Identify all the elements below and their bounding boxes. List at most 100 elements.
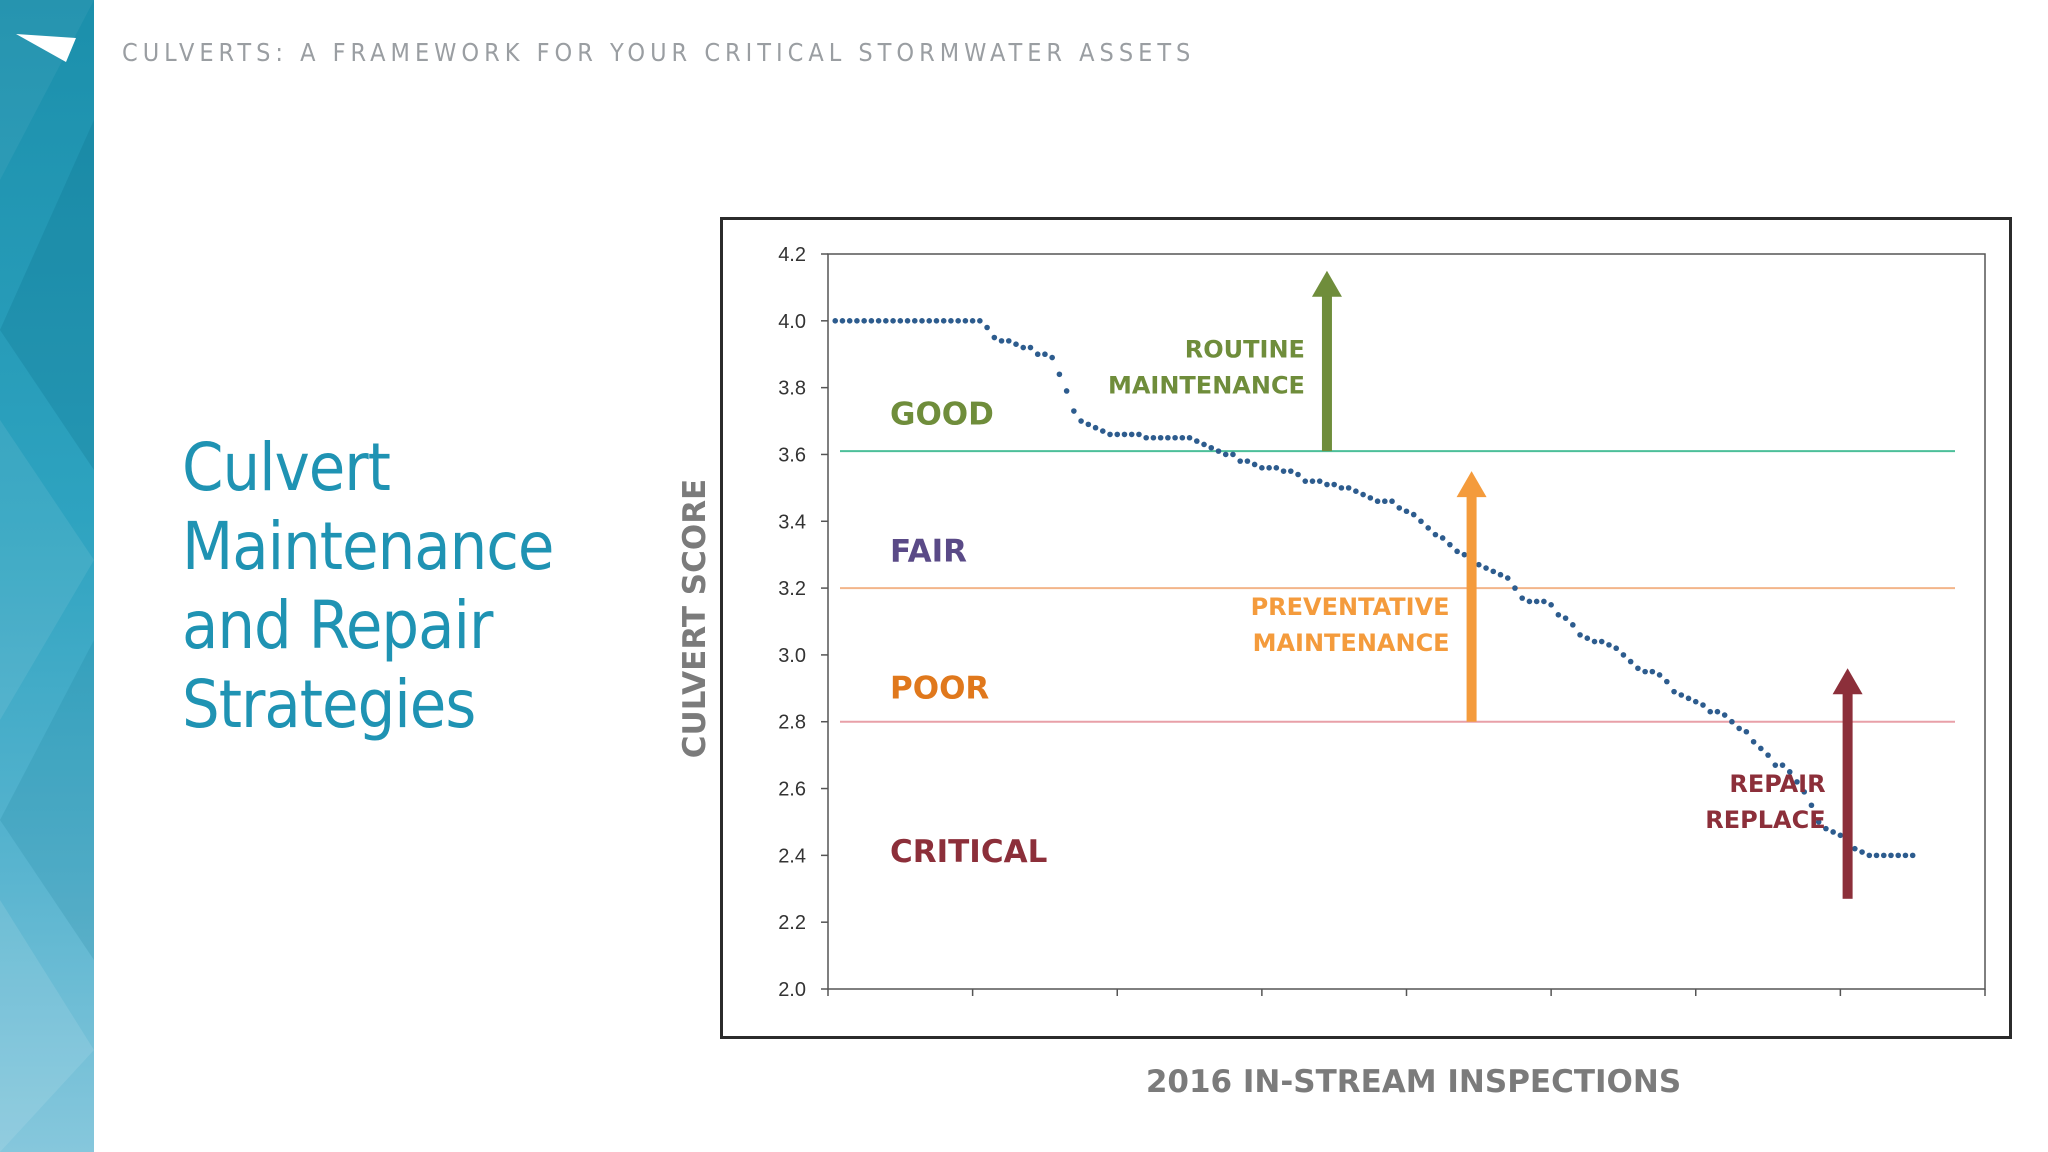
data-point [1519, 595, 1525, 601]
data-point [1620, 652, 1627, 658]
zone-label-fair: FAIR [890, 533, 967, 569]
data-point [1230, 451, 1236, 458]
data-point [1172, 434, 1178, 441]
data-point [1541, 598, 1547, 605]
data-point [1237, 458, 1243, 464]
data-point [1606, 642, 1612, 648]
data-point [1649, 668, 1656, 675]
data-point [1562, 615, 1569, 621]
data-point [977, 318, 983, 324]
data-point [1497, 571, 1504, 578]
data-point [1396, 505, 1403, 511]
data-point [1280, 468, 1287, 474]
data-point [919, 318, 925, 324]
data-point [1410, 511, 1417, 518]
data-point [962, 318, 969, 324]
data-point [1880, 852, 1887, 859]
data-point [1888, 852, 1894, 859]
data-point [1208, 444, 1215, 451]
plot-area [827, 253, 1986, 990]
data-point [1114, 431, 1121, 438]
data-point [1165, 434, 1171, 441]
data-point [1143, 434, 1149, 441]
data-point [1215, 448, 1222, 454]
annotation-label: PREVENTATIVE [1251, 593, 1450, 621]
data-point [933, 318, 940, 324]
data-point [1758, 745, 1764, 752]
data-point [991, 334, 998, 341]
data-point [846, 318, 853, 324]
data-point [1288, 468, 1294, 474]
data-point [1476, 561, 1482, 568]
data-point [1866, 852, 1873, 859]
slide-title-line: Strategies [182, 666, 476, 743]
data-point [1034, 351, 1041, 358]
annotation-label: REPLACE [1705, 806, 1825, 834]
data-point [926, 318, 933, 324]
data-point [890, 318, 896, 324]
data-point [1345, 485, 1352, 491]
annotation-label: MAINTENANCE [1253, 629, 1450, 657]
data-point [1078, 418, 1084, 424]
data-point [1244, 458, 1251, 464]
data-point [1027, 344, 1034, 351]
slide-title-line: and Repair [182, 587, 493, 664]
data-point [1251, 461, 1258, 468]
data-point [1374, 498, 1381, 505]
data-point [1533, 598, 1540, 605]
y-tick-label: 3.6 [778, 444, 806, 466]
data-point [1736, 725, 1742, 732]
data-point [1454, 548, 1460, 555]
data-point [1873, 852, 1880, 859]
data-point [1107, 431, 1113, 438]
data-point [1786, 769, 1793, 775]
data-point [1092, 424, 1099, 431]
annotation-arrow-shaft [1842, 692, 1853, 899]
data-point [1331, 481, 1337, 488]
data-point [1750, 738, 1757, 745]
data-point [1042, 351, 1048, 358]
annotation-arrow-shaft [1321, 294, 1332, 452]
data-point [1273, 465, 1280, 471]
data-point [1259, 465, 1265, 471]
data-point [955, 318, 961, 324]
data-point [1772, 762, 1779, 768]
data-point [1360, 491, 1366, 498]
data-point [1613, 645, 1620, 652]
y-tick-label: 3.2 [778, 578, 806, 600]
data-point [1584, 635, 1591, 642]
data-point [1852, 845, 1858, 852]
data-point [940, 318, 947, 324]
data-point [1490, 568, 1497, 575]
sidebar-decoration [0, 0, 94, 1152]
data-point [1656, 672, 1663, 678]
data-point [1295, 471, 1301, 478]
data-point [1823, 825, 1829, 832]
data-point [1150, 434, 1157, 441]
y-tick-label: 3.0 [778, 645, 806, 667]
data-point [1685, 695, 1692, 702]
annotation-arrow-head [1456, 471, 1487, 498]
data-point [1302, 478, 1309, 484]
y-tick-label: 2.4 [778, 845, 806, 867]
data-point [1700, 702, 1706, 708]
zone-label-critical: CRITICAL [890, 834, 1047, 870]
logo-icon [16, 34, 76, 62]
data-point [1642, 668, 1648, 675]
data-point [1338, 485, 1345, 491]
x-axis-label: 2016 IN-STREAM INSPECTIONS [1146, 1064, 1681, 1100]
y-tick-label: 2.2 [778, 912, 806, 934]
culvert-score-chart: 2.0 2.2 2.4 2.6 2.8 3.0 3.2 3.4 3.6 3.8 4.0 4.2 GOO… [778, 244, 1986, 1001]
data-point [1179, 434, 1186, 441]
data-point [1743, 728, 1750, 735]
data-point [1447, 541, 1453, 548]
annotation-label: REPAIR [1729, 770, 1825, 798]
data-point [1071, 408, 1077, 414]
data-point [868, 318, 875, 324]
data-point [969, 318, 976, 324]
y-tick-label: 4.2 [778, 244, 806, 266]
data-point [1692, 698, 1699, 705]
data-point [1193, 438, 1200, 444]
data-point [1186, 434, 1193, 441]
data-point [1504, 575, 1511, 581]
